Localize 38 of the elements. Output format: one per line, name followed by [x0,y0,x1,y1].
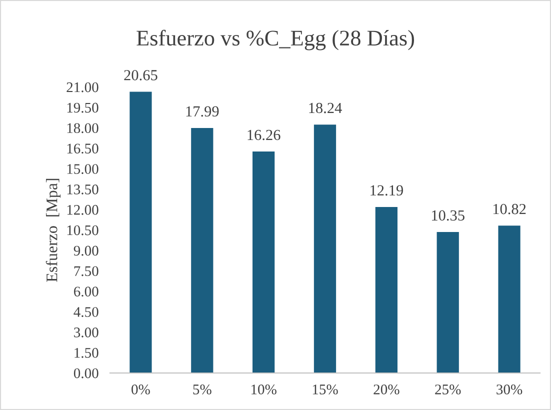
data-label: 18.24 [309,102,342,114]
data-label: 10.82 [493,204,526,214]
bar [130,92,152,373]
y-tick-label: 4.50 [74,307,98,317]
x-tick-label: 30% [496,384,522,394]
bar [498,226,520,373]
bar [252,152,275,373]
data-label: 20.65 [124,70,158,80]
y-tick-label: 7.50 [74,266,98,276]
data-label: 10.35 [432,210,464,221]
bar [436,232,459,373]
y-tick-label: 9.00 [74,246,98,256]
y-tick-label: 12.00 [67,204,98,215]
data-label: 12.19 [370,185,403,196]
x-tick-label: 0% [132,384,150,394]
x-tick-label: 25% [435,384,461,394]
data-label: 17.99 [186,106,219,117]
y-tick-label: 16.50 [67,144,98,154]
y-tick-label: 19.50 [67,102,98,113]
bar [314,124,336,373]
y-tick-label: 3.00 [74,328,98,338]
y-tick-label: 21.00 [66,82,98,92]
y-tick-label: 15.00 [67,164,98,174]
y-axis-title: Esfuerzo [Mpa] [46,178,61,282]
bar [191,128,214,373]
y-tick-label: 18.00 [67,123,98,134]
y-tick-label: 10.50 [67,225,98,236]
data-label: 16.26 [248,130,280,140]
x-tick-label: 15% [312,384,338,394]
y-tick-label: 1.50 [74,348,98,358]
y-tick-label: 6.00 [74,286,98,297]
y-tick-label: 13.50 [67,184,98,194]
x-tick-label: 5% [193,384,212,394]
x-tick-label: 10% [251,384,276,394]
chart-title: Esfuerzo vs %C_Egg (28 Días) [136,30,414,50]
bar [375,206,398,373]
x-tick-label: 20% [374,384,400,394]
y-tick-label: 0.00 [74,368,98,378]
